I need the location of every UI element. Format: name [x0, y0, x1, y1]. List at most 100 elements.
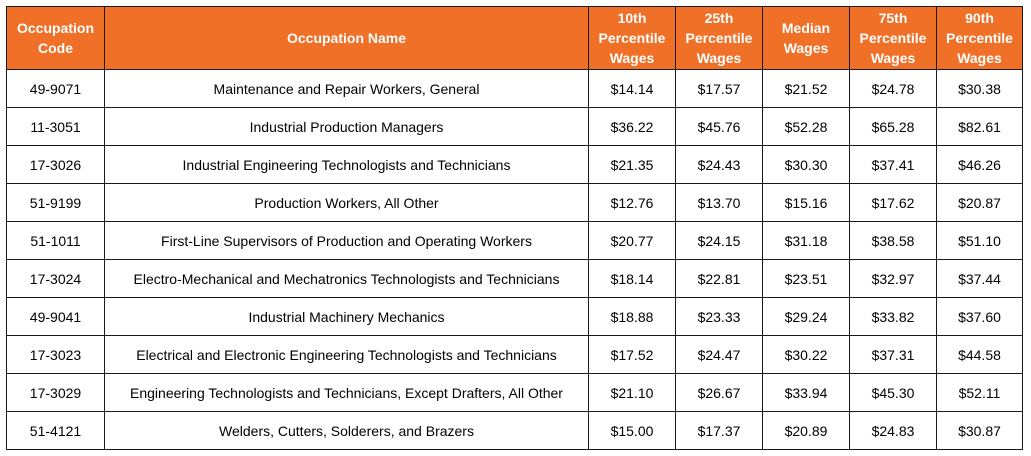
header-median-wages: Median Wages — [762, 6, 850, 70]
header-75th-percentile: 75th Percentile Wages — [849, 6, 937, 70]
cell-25th-percentile: $24.43 — [675, 145, 763, 184]
table-header: Occupation Code Occupation Name 10th Per… — [6, 6, 1023, 70]
table-row: 49-9071 Maintenance and Repair Workers, … — [6, 69, 1023, 108]
cell-median-wages: $30.22 — [762, 335, 850, 374]
header-text: 10th — [617, 10, 647, 26]
cell-10th-percentile: $15.00 — [588, 411, 676, 450]
cell-90th-percentile: $52.11 — [936, 373, 1023, 412]
header-text: Median — [781, 20, 831, 36]
cell-25th-percentile: $26.67 — [675, 373, 763, 412]
cell-occupation-name: Industrial Production Managers — [104, 107, 589, 146]
cell-median-wages: $23.51 — [762, 259, 850, 298]
cell-90th-percentile: $37.44 — [936, 259, 1023, 298]
cell-occupation-code: 49-9071 — [6, 69, 105, 108]
cell-25th-percentile: $13.70 — [675, 183, 763, 222]
cell-90th-percentile: $82.61 — [936, 107, 1023, 146]
header-10th-percentile: 10th Percentile Wages — [588, 6, 676, 70]
cell-75th-percentile: $24.83 — [849, 411, 937, 450]
header-text: Percentile — [946, 30, 1013, 46]
cell-10th-percentile: $21.10 — [588, 373, 676, 412]
cell-75th-percentile: $37.41 — [849, 145, 937, 184]
header-text: Wages — [783, 40, 829, 56]
cell-90th-percentile: $46.26 — [936, 145, 1023, 184]
cell-occupation-name: Engineering Technologists and Technician… — [104, 373, 589, 412]
header-text: 75th — [878, 10, 908, 26]
cell-90th-percentile: $51.10 — [936, 221, 1023, 260]
cell-median-wages: $15.16 — [762, 183, 850, 222]
table-row: 51-4121 Welders, Cutters, Solderers, and… — [6, 411, 1023, 450]
table-row: 51-1011 First-Line Supervisors of Produc… — [6, 221, 1023, 260]
cell-occupation-code: 17-3029 — [6, 373, 105, 412]
header-occupation-name: Occupation Name — [104, 6, 589, 70]
cell-occupation-name: Maintenance and Repair Workers, General — [104, 69, 589, 108]
cell-90th-percentile: $20.87 — [936, 183, 1023, 222]
cell-occupation-name: Electrical and Electronic Engineering Te… — [104, 335, 589, 374]
cell-75th-percentile: $37.31 — [849, 335, 937, 374]
header-text: Wages — [957, 50, 1002, 66]
table-row: 17-3026 Industrial Engineering Technolog… — [6, 145, 1023, 184]
cell-occupation-code: 17-3026 — [6, 145, 105, 184]
header-text: Wages — [870, 50, 916, 66]
cell-25th-percentile: $22.81 — [675, 259, 763, 298]
cell-occupation-code: 17-3023 — [6, 335, 105, 374]
cell-75th-percentile: $45.30 — [849, 373, 937, 412]
header-text: 25th — [704, 10, 734, 26]
table-row: 49-9041 Industrial Machinery Mechanics $… — [6, 297, 1023, 336]
header-text: 90th — [965, 10, 994, 26]
cell-10th-percentile: $20.77 — [588, 221, 676, 260]
cell-75th-percentile: $24.78 — [849, 69, 937, 108]
cell-10th-percentile: $12.76 — [588, 183, 676, 222]
cell-occupation-name: Industrial Machinery Mechanics — [104, 297, 589, 336]
cell-occupation-name: Electro-Mechanical and Mechatronics Tech… — [104, 259, 589, 298]
cell-median-wages: $29.24 — [762, 297, 850, 336]
cell-25th-percentile: $24.15 — [675, 221, 763, 260]
cell-occupation-code: 51-1011 — [6, 221, 105, 260]
cell-median-wages: $21.52 — [762, 69, 850, 108]
cell-median-wages: $20.89 — [762, 411, 850, 450]
header-occupation-code: Occupation Code — [6, 6, 105, 70]
header-text: Wages — [609, 50, 655, 66]
cell-10th-percentile: $36.22 — [588, 107, 676, 146]
cell-10th-percentile: $18.14 — [588, 259, 676, 298]
cell-occupation-code: 51-4121 — [6, 411, 105, 450]
header-25th-percentile: 25th Percentile Wages — [675, 6, 763, 70]
cell-median-wages: $31.18 — [762, 221, 850, 260]
header-text: Percentile — [859, 30, 927, 46]
cell-90th-percentile: $30.38 — [936, 69, 1023, 108]
cell-occupation-name: Production Workers, All Other — [104, 183, 589, 222]
cell-occupation-code: 11-3051 — [6, 107, 105, 146]
header-90th-percentile: 90th Percentile Wages — [936, 6, 1023, 70]
cell-10th-percentile: $21.35 — [588, 145, 676, 184]
occupation-wage-table: Occupation Code Occupation Name 10th Per… — [6, 6, 1023, 450]
cell-25th-percentile: $17.57 — [675, 69, 763, 108]
cell-median-wages: $52.28 — [762, 107, 850, 146]
cell-25th-percentile: $24.47 — [675, 335, 763, 374]
cell-90th-percentile: $30.87 — [936, 411, 1023, 450]
cell-90th-percentile: $37.60 — [936, 297, 1023, 336]
cell-median-wages: $33.94 — [762, 373, 850, 412]
table-row: 17-3029 Engineering Technologists and Te… — [6, 373, 1023, 412]
table-body: 49-9071 Maintenance and Repair Workers, … — [6, 69, 1023, 450]
cell-occupation-name: First-Line Supervisors of Production and… — [104, 221, 589, 260]
cell-occupation-code: 17-3024 — [6, 259, 105, 298]
cell-10th-percentile: $14.14 — [588, 69, 676, 108]
cell-75th-percentile: $38.58 — [849, 221, 937, 260]
cell-occupation-name: Industrial Engineering Technologists and… — [104, 145, 589, 184]
header-text: Percentile — [598, 30, 666, 46]
header-row: Occupation Code Occupation Name 10th Per… — [6, 6, 1023, 70]
cell-25th-percentile: $17.37 — [675, 411, 763, 450]
cell-90th-percentile: $44.58 — [936, 335, 1023, 374]
table-row: 51-9199 Production Workers, All Other $1… — [6, 183, 1023, 222]
cell-occupation-name: Welders, Cutters, Solderers, and Brazers — [104, 411, 589, 450]
wage-table-container: Occupation Code Occupation Name 10th Per… — [6, 6, 1023, 450]
cell-25th-percentile: $23.33 — [675, 297, 763, 336]
cell-10th-percentile: $17.52 — [588, 335, 676, 374]
cell-occupation-code: 49-9041 — [6, 297, 105, 336]
header-text: Occupation Name — [286, 30, 407, 46]
header-text: Code — [38, 40, 73, 56]
cell-75th-percentile: $65.28 — [849, 107, 937, 146]
header-text: Occupation — [16, 20, 94, 36]
table-row: 17-3023 Electrical and Electronic Engine… — [6, 335, 1023, 374]
cell-25th-percentile: $45.76 — [675, 107, 763, 146]
table-row: 17-3024 Electro-Mechanical and Mechatron… — [6, 259, 1023, 298]
